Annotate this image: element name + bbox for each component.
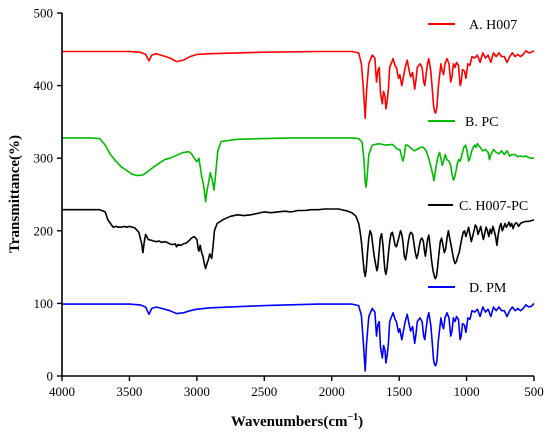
- y-tick-label: 100: [34, 296, 54, 311]
- x-axis-title-superscript: −1: [347, 412, 358, 423]
- series-line-3: [62, 208, 535, 280]
- y-tick-label: 400: [34, 78, 54, 93]
- legend-label-4: D. PM: [469, 281, 507, 296]
- y-axis-title: Transmittance(%): [7, 135, 23, 253]
- y-tick-label: 0: [47, 369, 54, 384]
- x-tick-label: 3000: [184, 384, 210, 399]
- series-layer: [62, 50, 535, 372]
- x-tick-label: 2500: [251, 384, 277, 399]
- axes: 0 100 200 300 400 500 4000 3500 3000 2500 2000 1500…: [34, 6, 544, 400]
- series-line-1: [62, 50, 535, 120]
- legend-label-3: C. H007-PC: [459, 199, 528, 214]
- y-tick-label: 300: [34, 151, 54, 166]
- x-tick-label: 4000: [49, 384, 75, 399]
- x-axis-title-text: Wavenumbers(cm: [231, 414, 348, 430]
- x-axis-title: Wavenumbers(cm−1): [231, 412, 363, 430]
- x-tick-label: 500: [524, 384, 544, 399]
- series-line-4: [62, 302, 535, 372]
- x-axis-title-close: ): [358, 414, 363, 430]
- y-tick-label: 200: [34, 223, 54, 238]
- legend-label-2: B. PC: [465, 115, 498, 130]
- series-line-2: [62, 137, 534, 203]
- legend-label-1: A. H007: [469, 18, 517, 33]
- x-tick-label: 1500: [386, 384, 412, 399]
- y-tick-label: 500: [34, 6, 54, 21]
- legend: A. H007 B. PC C. H007-PC D. PM: [428, 18, 528, 296]
- x-tick-label: 3500: [116, 384, 142, 399]
- x-tick-label: 1000: [454, 384, 480, 399]
- x-tick-label: 2000: [319, 384, 345, 399]
